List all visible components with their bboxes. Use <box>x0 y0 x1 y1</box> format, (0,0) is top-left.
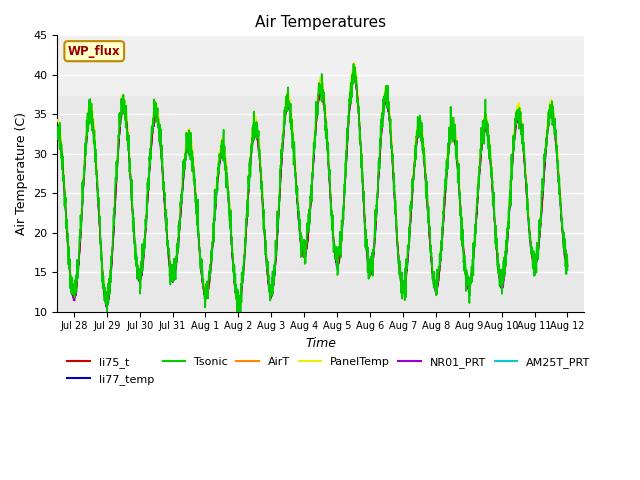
Title: Air Temperatures: Air Temperatures <box>255 15 386 30</box>
Legend: li75_t, li77_temp, Tsonic, AirT, PanelTemp, NR01_PRT, AM25T_PRT: li75_t, li77_temp, Tsonic, AirT, PanelTe… <box>63 353 595 389</box>
X-axis label: Time: Time <box>305 337 336 350</box>
Text: WP_flux: WP_flux <box>68 45 120 58</box>
Bar <box>58 36 584 95</box>
Y-axis label: Air Temperature (C): Air Temperature (C) <box>15 112 28 235</box>
